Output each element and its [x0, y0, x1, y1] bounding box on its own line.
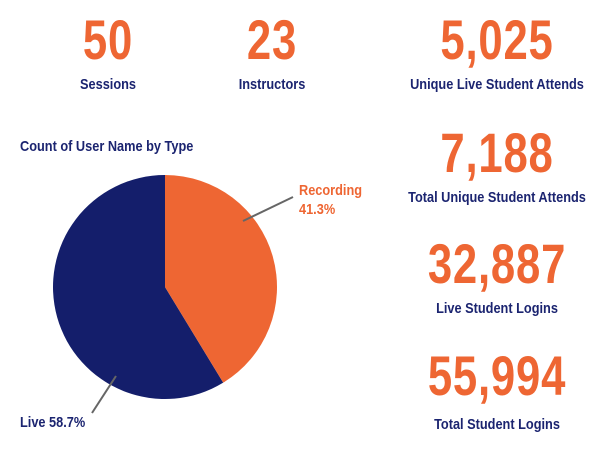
kpi-label: Instructors: [238, 76, 306, 93]
kpi-value: 32,887: [427, 232, 567, 295]
kpi-label: Total Student Logins: [434, 416, 560, 433]
kpi-label: Total Unique Student Attends: [408, 189, 586, 206]
recording-leader-line: [242, 196, 294, 222]
live-name: Live: [20, 414, 46, 431]
kpi-label: Sessions: [80, 76, 136, 93]
kpi-total-unique-attends: 7,188 Total Unique Student Attends: [387, 121, 600, 207]
kpi-label: Unique Live Student Attends: [410, 76, 584, 93]
recording-label: Recording 41.3%: [299, 181, 362, 219]
kpi-total-logins: 55,994 Total Student Logins: [387, 344, 600, 434]
live-pct: 58.7%: [49, 414, 86, 431]
pie-slice-recording: [165, 175, 278, 383]
kpi-instructors: 23 Instructors: [162, 8, 382, 94]
recording-name: Recording: [299, 182, 363, 199]
recording-pct: 41.3%: [299, 201, 336, 218]
kpi-value: 7,188: [440, 121, 554, 184]
kpi-sessions: 50 Sessions: [0, 8, 218, 94]
kpi-unique-live-attends: 5,025 Unique Live Student Attends: [387, 8, 600, 94]
kpi-value: 55,994: [427, 344, 567, 407]
kpi-value: 5,025: [440, 8, 554, 71]
kpi-live-logins: 32,887 Live Student Logins: [387, 232, 600, 318]
live-leader-line: [91, 375, 117, 414]
pie-slice-live: [53, 175, 224, 399]
kpi-label: Live Student Logins: [436, 300, 558, 317]
live-label: Live 58.7%: [20, 413, 85, 432]
chart-title: Count of User Name by Type: [20, 138, 194, 155]
kpi-value: 23: [246, 8, 298, 71]
kpi-value: 50: [82, 8, 134, 71]
